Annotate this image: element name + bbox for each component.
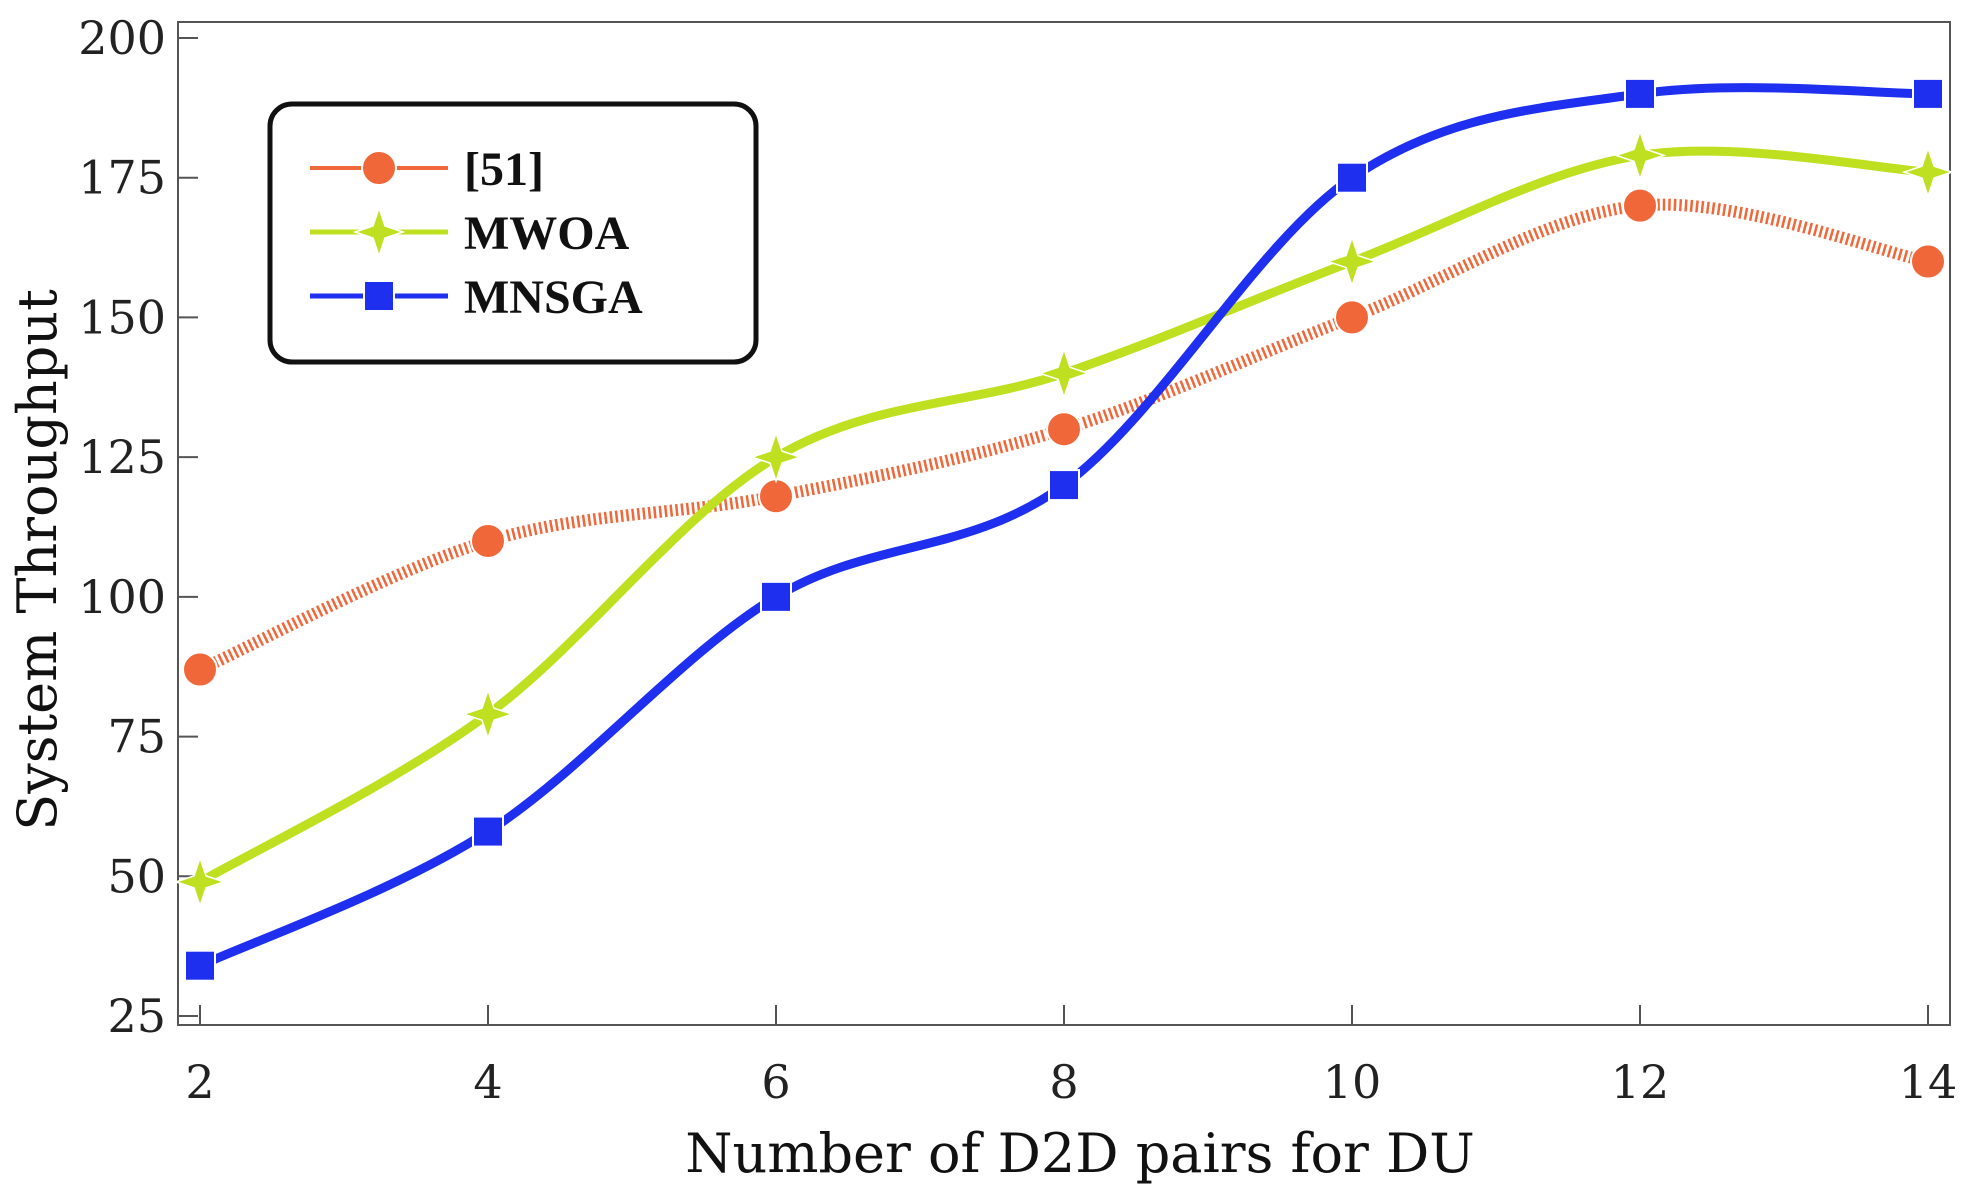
y-tick-label: 100	[78, 570, 166, 624]
y-tick-label: 25	[107, 989, 166, 1043]
series-51	[182, 187, 1946, 688]
data-point-51	[1046, 411, 1082, 448]
data-point-mnsga	[1912, 77, 1944, 110]
y-tick-label: 200	[78, 11, 166, 65]
legend-marker	[363, 280, 395, 312]
data-point-mwoa	[749, 430, 803, 484]
legend-item-mnsga: MNSGA	[310, 271, 643, 324]
data-point-51	[758, 478, 794, 515]
data-point-mwoa	[173, 855, 227, 909]
data-point-mwoa	[1901, 145, 1955, 199]
data-point-51	[470, 522, 506, 559]
data-point-mwoa	[1037, 346, 1091, 400]
data-point-mnsga	[472, 815, 504, 848]
data-point-51	[1910, 243, 1946, 280]
legend-item-mwoa: MWOA	[310, 205, 630, 260]
x-tick-label: 6	[761, 1055, 790, 1109]
y-axis-title: System Throughput	[6, 289, 69, 831]
data-point-mnsga	[760, 580, 792, 613]
x-tick-label: 12	[1611, 1055, 1670, 1109]
data-point-51	[182, 651, 218, 688]
legend-marker	[352, 205, 406, 259]
y-tick-label: 175	[78, 151, 166, 205]
x-tick-label: 8	[1049, 1055, 1078, 1109]
data-point-51	[1334, 299, 1370, 336]
axes: 2 4 6 8 10 12 14 25 50 75 100 125 150 175 200	[78, 11, 1957, 1109]
series-layer	[173, 77, 1955, 982]
legend-label: MNSGA	[464, 271, 643, 324]
data-point-51	[1622, 187, 1658, 224]
series-mnsga	[184, 77, 1944, 982]
legend: [51] MWOA MNSGA	[267, 101, 759, 365]
data-point-mwoa	[1325, 235, 1379, 288]
data-point-mwoa	[461, 687, 515, 741]
series-mwoa	[173, 128, 1955, 909]
legend-marker	[361, 150, 397, 186]
x-tick-label: 10	[1323, 1055, 1382, 1109]
y-tick-label: 125	[78, 430, 166, 484]
data-point-mnsga	[1336, 161, 1368, 194]
x-tick-label: 14	[1899, 1055, 1958, 1109]
legend-label: MWOA	[464, 207, 630, 260]
legend-item-51: [51]	[310, 143, 544, 196]
y-tick-label: 50	[107, 849, 166, 903]
data-point-mnsga	[184, 949, 216, 982]
data-point-mwoa	[1613, 128, 1667, 182]
legend-label: [51]	[464, 143, 544, 196]
x-tick-label: 4	[473, 1055, 502, 1109]
y-tick-label: 150	[78, 290, 166, 344]
data-point-mnsga	[1624, 77, 1656, 110]
x-tick-label: 2	[185, 1055, 214, 1109]
legend-items: [51] MWOA MNSGA	[310, 143, 643, 324]
y-tick-label: 75	[107, 710, 166, 764]
x-axis-title: Number of D2D pairs for DU	[685, 1122, 1475, 1185]
data-point-mnsga	[1048, 469, 1080, 502]
